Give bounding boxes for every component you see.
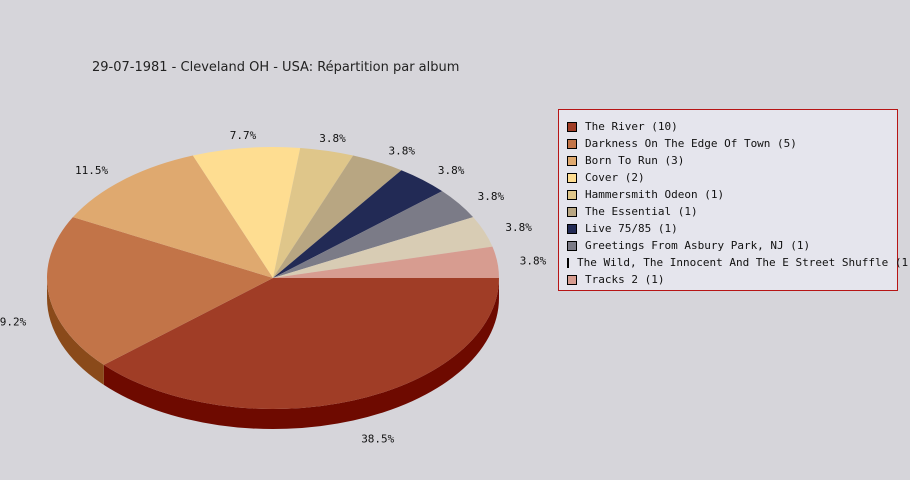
legend-item-7: Greetings From Asbury Park, NJ (1) [567,237,897,254]
pie-slice-side-0 [103,278,499,430]
legend-item-9: Tracks 2 (1) [567,271,897,288]
legend-swatch-4 [567,189,577,200]
legend-label-3: Cover (2) [585,171,645,184]
legend-label-9: Tracks 2 (1) [585,273,665,286]
pie-percent-label-6: 3.8% [438,164,465,177]
pie-slices [46,147,499,409]
pie-percent-label-2: 11.5% [75,164,108,177]
pie-slice-6[interactable] [273,170,443,278]
pie-slice-7[interactable] [273,191,474,278]
legend: The River (10) Darkness On The Edge Of To… [558,109,910,291]
legend-swatch-8 [567,257,569,268]
legend-label-2: Born To Run (3) [585,154,685,167]
pie-slice-3[interactable] [192,147,301,278]
legend-label-1: Darkness On The Edge Of Town (5) [585,137,797,150]
legend-swatch-2 [567,155,577,166]
legend-label-5: The Essential (1) [585,205,698,218]
legend-item-0: The River (10) [567,118,897,135]
legend-swatch-5 [567,206,577,217]
legend-item-8: The Wild, The Innocent And The E Street … [567,254,910,271]
pie-percent-label-3: 7.7% [230,129,257,142]
legend-swatch-9 [567,274,577,285]
legend-item-1: Darkness On The Edge Of Town (5) [567,135,897,152]
legend-item-3: Cover (2) [567,169,897,186]
pie-labels: 38.5% 19.2% 11.5% 7.7% 3.8% 3.8% 3.8% 3.8% 3.8% 3… [0,129,547,446]
legend-label-4: Hammersmith Odeon (1) [585,188,725,201]
legend-swatch-1 [567,138,577,149]
pie-percent-label-1: 19.2% [0,315,27,328]
pie-slice-1[interactable] [46,217,273,365]
pie-slice-0[interactable] [103,278,499,409]
pie-sides [47,278,499,430]
legend-label-0: The River (10) [585,120,678,133]
chart-title: 29-07-1981 - Cleveland OH - USA: Réparti… [92,60,460,75]
legend-item-5: The Essential (1) [567,203,897,220]
pie-slice-4[interactable] [273,147,354,278]
legend-label-7: Greetings From Asbury Park, NJ (1) [585,239,811,252]
pie-percent-label-7: 3.8% [478,190,505,203]
pie-percent-label-5: 3.8% [389,144,416,157]
pie-percent-label-0: 38.5% [361,433,394,446]
legend-swatch-0 [567,121,577,132]
legend-swatch-3 [567,172,577,183]
pie-slice-2[interactable] [72,155,274,278]
pie-percent-label-4: 3.8% [319,132,346,145]
legend-label-8: The Wild, The Innocent And The E Street … [577,256,910,269]
pie-percent-label-9: 3.8% [520,255,547,268]
legend-swatch-6 [567,223,577,234]
pie-slice-side-1 [47,278,104,385]
legend-swatch-7 [567,240,577,251]
pie-slice-5[interactable] [273,155,402,278]
legend-item-4: Hammersmith Odeon (1) [567,186,897,203]
legend-item-6: Live 75/85 (1) [567,220,897,237]
pie-slice-8[interactable] [273,217,493,278]
pie-slice-9[interactable] [273,246,499,278]
legend-label-6: Live 75/85 (1) [585,222,678,235]
legend-item-2: Born To Run (3) [567,152,897,169]
pie-percent-label-8: 3.8% [505,221,532,234]
